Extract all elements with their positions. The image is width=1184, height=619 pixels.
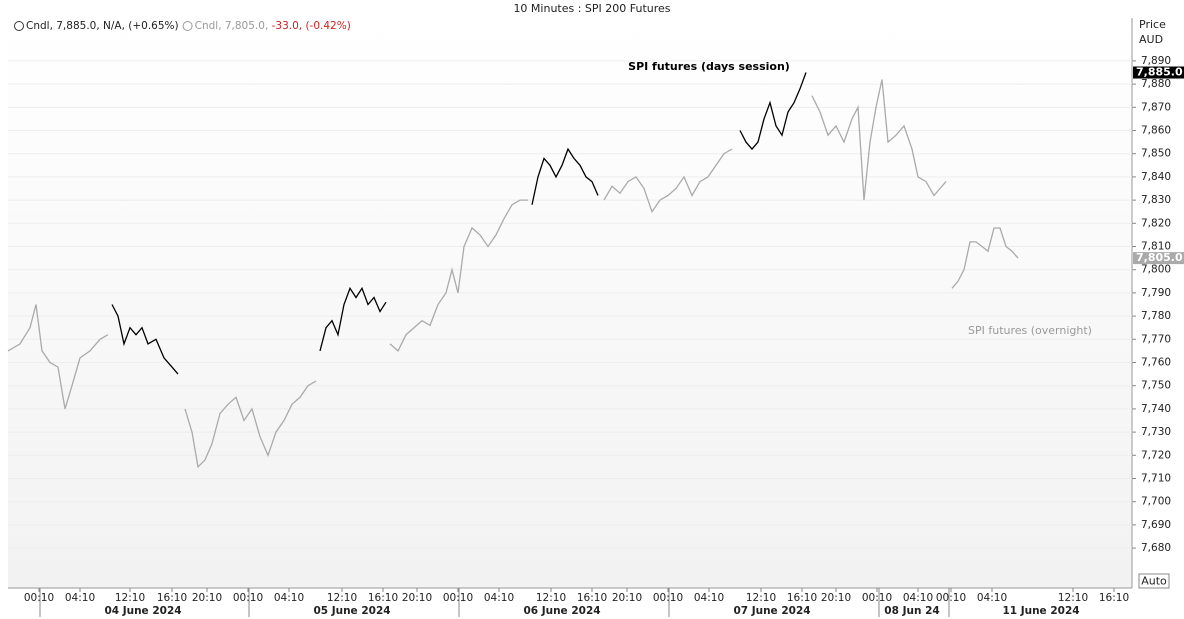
y-tick-label: 7,730 xyxy=(1141,426,1171,438)
x-tick-label: 16:10 xyxy=(787,592,817,604)
legend-name: Cndl xyxy=(26,20,50,32)
y-tick-label: 7,880 xyxy=(1141,78,1171,90)
auto-button-label[interactable]: Auto xyxy=(1141,575,1167,588)
legend-icon xyxy=(14,21,24,31)
y-tick-label: 7,870 xyxy=(1141,101,1171,113)
y-axis-label: AUD xyxy=(1139,33,1163,46)
legend-value: -33.0, (-0.42%) xyxy=(268,20,351,32)
date-label: 04 June 2024 xyxy=(104,605,181,617)
last-price-box xyxy=(1133,66,1184,79)
x-tick-label: 00:10 xyxy=(24,592,54,604)
x-tick-label: 00:10 xyxy=(443,592,473,604)
legend-name: Cndl xyxy=(195,20,219,32)
date-label: 05 June 2024 xyxy=(313,605,390,617)
x-tick-label: 12:10 xyxy=(1058,592,1088,604)
y-tick-label: 7,750 xyxy=(1141,380,1171,392)
y-tick-label: 7,810 xyxy=(1141,241,1171,253)
y-tick-label: 7,720 xyxy=(1141,449,1171,461)
y-tick-label: 7,820 xyxy=(1141,217,1171,229)
x-tick-label: 04:10 xyxy=(484,592,514,604)
legend-value: , 7,885.0, N/A, (+0.65%) xyxy=(50,20,179,32)
x-tick-label: 04:10 xyxy=(903,592,933,604)
legend-entry: Cndl, 7,885.0, N/A, (+0.65%) xyxy=(26,20,179,32)
x-tick-label: 20:10 xyxy=(612,592,642,604)
y-tick-label: 7,770 xyxy=(1141,333,1171,345)
date-label: 11 June 2024 xyxy=(1002,605,1079,617)
x-tick-label: 04:10 xyxy=(694,592,724,604)
x-tick-label: 12:10 xyxy=(536,592,566,604)
y-tick-label: 7,680 xyxy=(1141,542,1171,554)
last-price-label: 7,885.0 xyxy=(1136,66,1183,79)
price-line xyxy=(111,72,807,375)
last-price-box xyxy=(1133,252,1184,265)
date-label: 06 June 2024 xyxy=(523,605,600,617)
x-tick-label: 20:10 xyxy=(192,592,222,604)
last-price-label: 7,805.0 xyxy=(1136,251,1183,264)
date-label: 07 June 2024 xyxy=(733,605,810,617)
y-tick-label: 7,860 xyxy=(1141,125,1171,137)
y-tick-label: 7,740 xyxy=(1141,403,1171,415)
y-tick-label: 7,850 xyxy=(1141,148,1171,160)
y-tick-label: 7,760 xyxy=(1141,357,1171,369)
legend-value: , 7,805.0, xyxy=(218,20,268,32)
plot-area xyxy=(8,18,1132,588)
y-axis-label: Price xyxy=(1139,18,1166,31)
y-tick-label: 7,840 xyxy=(1141,171,1171,183)
x-tick-label: 04:10 xyxy=(65,592,95,604)
price-line xyxy=(7,79,1019,469)
x-tick-label: 00:10 xyxy=(233,592,263,604)
x-tick-label: 12:10 xyxy=(327,592,357,604)
x-tick-label: 00:10 xyxy=(862,592,892,604)
y-tick-label: 7,780 xyxy=(1141,310,1171,322)
x-tick-label: 00:10 xyxy=(653,592,683,604)
x-tick-label: 20:10 xyxy=(402,592,432,604)
y-tick-label: 7,700 xyxy=(1141,496,1171,508)
x-tick-label: 16:10 xyxy=(577,592,607,604)
x-tick-label: 16:10 xyxy=(1099,592,1129,604)
annotation: SPI futures (days session) xyxy=(628,60,790,73)
legend-entry: Cndl, 7,805.0, -33.0, (-0.42%) xyxy=(195,20,351,32)
annotation: SPI futures (overnight) xyxy=(968,324,1092,337)
x-tick-label: 04:10 xyxy=(274,592,304,604)
y-tick-label: 7,830 xyxy=(1141,194,1171,206)
x-tick-label: 12:10 xyxy=(746,592,776,604)
y-tick-label: 7,890 xyxy=(1141,55,1171,67)
y-tick-label: 7,710 xyxy=(1141,473,1171,485)
date-label: 08 Jun 24 xyxy=(884,605,939,617)
x-tick-label: 12:10 xyxy=(115,592,145,604)
x-tick-label: 16:10 xyxy=(368,592,398,604)
chart-title: 10 Minutes : SPI 200 Futures xyxy=(513,2,670,15)
x-tick-label: 00:10 xyxy=(936,592,966,604)
x-tick-label: 16:10 xyxy=(157,592,187,604)
y-tick-label: 7,690 xyxy=(1141,519,1171,531)
x-tick-label: 04:10 xyxy=(977,592,1007,604)
legend-icon xyxy=(182,21,193,31)
y-tick-label: 7,800 xyxy=(1141,264,1171,276)
x-tick-label: 20:10 xyxy=(821,592,851,604)
auto-button[interactable] xyxy=(1138,573,1170,589)
y-tick-label: 7,790 xyxy=(1141,287,1171,299)
